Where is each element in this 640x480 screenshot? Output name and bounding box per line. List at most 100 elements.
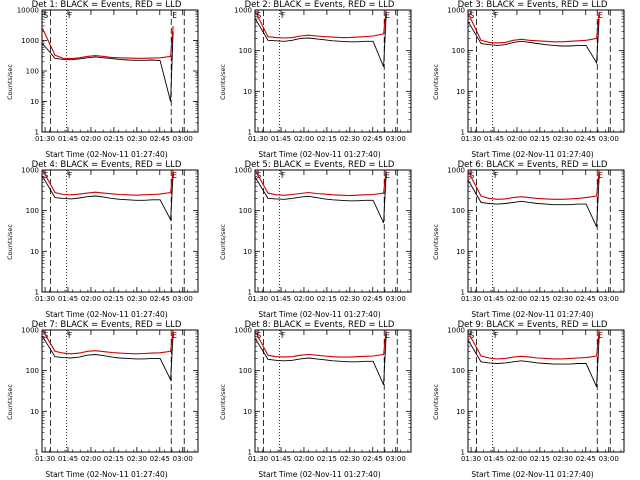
x-axis-label: Start Time (02-Nov-11 01:27:40) xyxy=(471,470,594,479)
x-tick-label: 02:45 xyxy=(150,135,170,143)
y-tick-label: 1000 xyxy=(21,37,39,45)
y-tick-label: 1000 xyxy=(447,167,465,175)
plot-frame xyxy=(41,9,199,133)
x-tick-label: 02:45 xyxy=(150,295,170,303)
y-tick-label: 10 xyxy=(456,248,465,256)
end-marker-label: E xyxy=(598,11,603,20)
end-marker-label: E xyxy=(172,11,177,20)
y-axis-label: Counts/sec xyxy=(6,224,14,260)
y-tick-label: 1 xyxy=(35,129,39,137)
plot-svg: 1 10 100 1000 01:30 01:45 02:00 02:15 02:30 02:45… xyxy=(21,327,199,463)
y-tick-label: 10 xyxy=(30,408,39,416)
y-tick-label: 100 xyxy=(26,68,39,76)
start-marker-label: S xyxy=(469,331,474,340)
plot-svg: 1 10 100 1000 01:30 01:45 02:00 02:15 02:30 02:45… xyxy=(234,327,412,463)
y-tick-label: 100 xyxy=(452,47,465,55)
start-marker-label: S xyxy=(256,171,261,180)
x-tick-label: 03:00 xyxy=(173,135,193,143)
x-tick-label: 01:45 xyxy=(484,295,504,303)
series-line-lld xyxy=(42,329,174,355)
x-tick-label: 03:00 xyxy=(599,135,619,143)
plot-svg: 1 10 100 1000 01:30 01:45 02:00 02:15 02:30 02:45… xyxy=(234,167,412,303)
panel-title: Det 7: BLACK = Events, RED = LLD xyxy=(31,320,182,330)
start-marker-label: S xyxy=(256,331,261,340)
x-tick-label: 02:00 xyxy=(507,455,527,463)
x-tick-label: 03:00 xyxy=(173,455,193,463)
x-tick-label: 01:30 xyxy=(35,135,55,143)
end-marker-label: E xyxy=(172,171,177,180)
y-axis-label: Counts/sec xyxy=(432,384,440,420)
y-tick-label: 1000 xyxy=(234,7,252,15)
series-line-lld xyxy=(42,25,174,60)
x-tick-label: 02:45 xyxy=(576,455,596,463)
x-tick-label: 02:15 xyxy=(104,455,124,463)
x-axis-label: Start Time (02-Nov-11 01:27:40) xyxy=(45,150,168,159)
y-axis-label: Counts/sec xyxy=(6,64,14,100)
x-axis-label: Start Time (02-Nov-11 01:27:40) xyxy=(258,470,381,479)
flare-marker-label: F xyxy=(68,171,72,180)
detector-panel-2: Det 2: BLACK = Events, RED = LLD 1 10 100 10… xyxy=(213,0,426,160)
x-axis-label: Start Time (02-Nov-11 01:27:40) xyxy=(258,310,381,319)
x-tick-label: 02:00 xyxy=(294,455,314,463)
flare-marker-label: F xyxy=(68,11,72,20)
x-tick-label: 01:45 xyxy=(271,295,291,303)
detector-panel-8: Det 8: BLACK = Events, RED = LLD 1 10 100 10… xyxy=(213,320,426,480)
x-tick-label: 02:45 xyxy=(576,295,596,303)
panel-title: Det 3: BLACK = Events, RED = LLD xyxy=(457,0,608,10)
plot-frame xyxy=(467,169,625,293)
x-tick-label: 01:45 xyxy=(58,295,78,303)
y-tick-label: 1000 xyxy=(21,327,39,335)
plot-frame xyxy=(41,329,199,453)
x-tick-label: 02:15 xyxy=(104,135,124,143)
x-tick-label: 02:15 xyxy=(317,135,337,143)
series-line-events xyxy=(255,16,387,67)
detector-panel-7: Det 7: BLACK = Events, RED = LLD 1 10 100 10… xyxy=(0,320,213,480)
x-tick-label: 02:45 xyxy=(363,295,383,303)
x-tick-label: 01:30 xyxy=(461,135,481,143)
detector-panel-6: Det 6: BLACK = Events, RED = LLD 1 10 100 10… xyxy=(426,160,639,320)
flare-marker-label: F xyxy=(281,11,285,20)
end-marker-label: E xyxy=(598,171,603,180)
x-tick-label: 02:00 xyxy=(81,135,101,143)
x-tick-label: 01:30 xyxy=(35,455,55,463)
end-marker-label: E xyxy=(385,171,390,180)
y-tick-label: 100 xyxy=(26,207,39,215)
y-tick-label: 100 xyxy=(239,207,252,215)
y-axis-label: Counts/sec xyxy=(432,64,440,100)
x-tick-label: 01:30 xyxy=(461,455,481,463)
flare-marker-label: F xyxy=(494,171,498,180)
x-tick-label: 03:00 xyxy=(173,295,193,303)
detector-panel-3: Det 3: BLACK = Events, RED = LLD 1 10 100 10… xyxy=(426,0,639,160)
x-tick-label: 01:30 xyxy=(248,295,268,303)
x-tick-label: 03:00 xyxy=(599,455,619,463)
y-tick-label: 1 xyxy=(248,449,252,457)
x-tick-label: 02:00 xyxy=(81,295,101,303)
x-tick-label: 02:00 xyxy=(294,135,314,143)
y-tick-label: 10 xyxy=(30,248,39,256)
x-tick-label: 02:45 xyxy=(363,455,383,463)
end-marker-label: E xyxy=(385,331,390,340)
x-tick-label: 02:45 xyxy=(576,135,596,143)
x-tick-label: 03:00 xyxy=(386,455,406,463)
plot-svg: 1 10 100 1000 01:30 01:45 02:00 02:15 02:30 02:45… xyxy=(21,167,199,303)
x-tick-label: 02:45 xyxy=(363,135,383,143)
x-axis-label: Start Time (02-Nov-11 01:27:40) xyxy=(45,470,168,479)
y-tick-label: 10000 xyxy=(17,7,39,15)
x-tick-label: 01:45 xyxy=(484,135,504,143)
y-tick-label: 1000 xyxy=(234,327,252,335)
x-tick-label: 02:15 xyxy=(530,295,550,303)
flare-marker-label: F xyxy=(281,171,285,180)
x-tick-label: 02:15 xyxy=(104,295,124,303)
y-tick-label: 10 xyxy=(243,408,252,416)
y-tick-label: 1000 xyxy=(447,7,465,15)
x-tick-label: 01:45 xyxy=(58,135,78,143)
flare-marker-label: F xyxy=(68,331,72,340)
panel-title: Det 8: BLACK = Events, RED = LLD xyxy=(244,320,395,330)
detector-panel-9: Det 9: BLACK = Events, RED = LLD 1 10 100 10… xyxy=(426,320,639,480)
series-line-events xyxy=(468,337,600,387)
panel-title: Det 5: BLACK = Events, RED = LLD xyxy=(244,160,395,170)
start-marker-label: S xyxy=(469,11,474,20)
x-tick-label: 02:00 xyxy=(294,295,314,303)
x-tick-label: 02:30 xyxy=(127,295,147,303)
y-tick-label: 10 xyxy=(30,98,39,106)
